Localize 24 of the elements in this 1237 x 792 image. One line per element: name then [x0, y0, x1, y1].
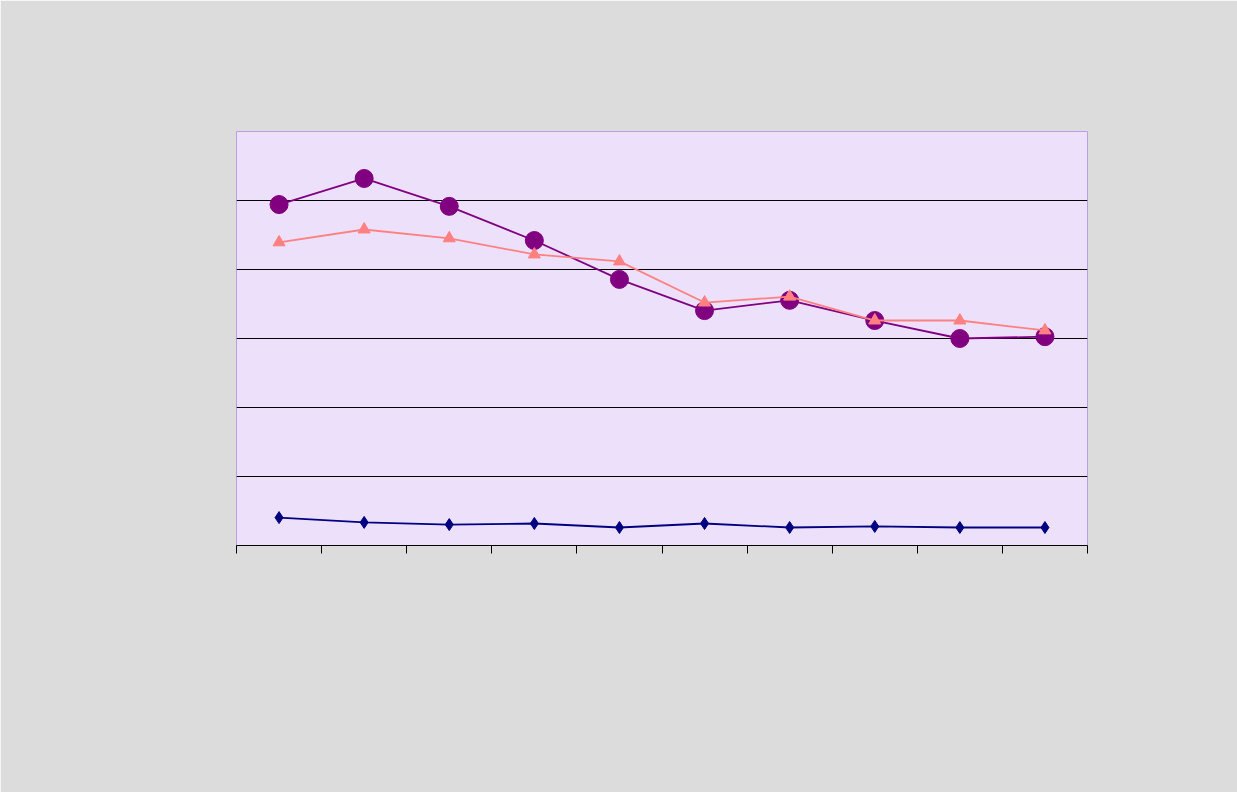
point	[1040, 521, 1050, 535]
point	[359, 515, 369, 529]
point	[953, 313, 967, 325]
point	[272, 234, 286, 247]
point	[698, 295, 712, 307]
point	[357, 222, 371, 234]
point	[955, 521, 965, 535]
point	[444, 518, 454, 532]
point	[614, 521, 624, 535]
point	[524, 231, 544, 250]
point	[274, 511, 284, 525]
point	[442, 230, 456, 243]
point	[870, 519, 880, 533]
point	[529, 516, 539, 530]
point	[785, 521, 795, 535]
point	[439, 196, 459, 216]
point	[950, 329, 970, 348]
point	[609, 269, 629, 289]
point	[1038, 323, 1052, 335]
point	[700, 516, 710, 530]
point	[527, 247, 541, 259]
point	[354, 169, 374, 188]
point	[612, 254, 626, 266]
point	[269, 195, 289, 215]
